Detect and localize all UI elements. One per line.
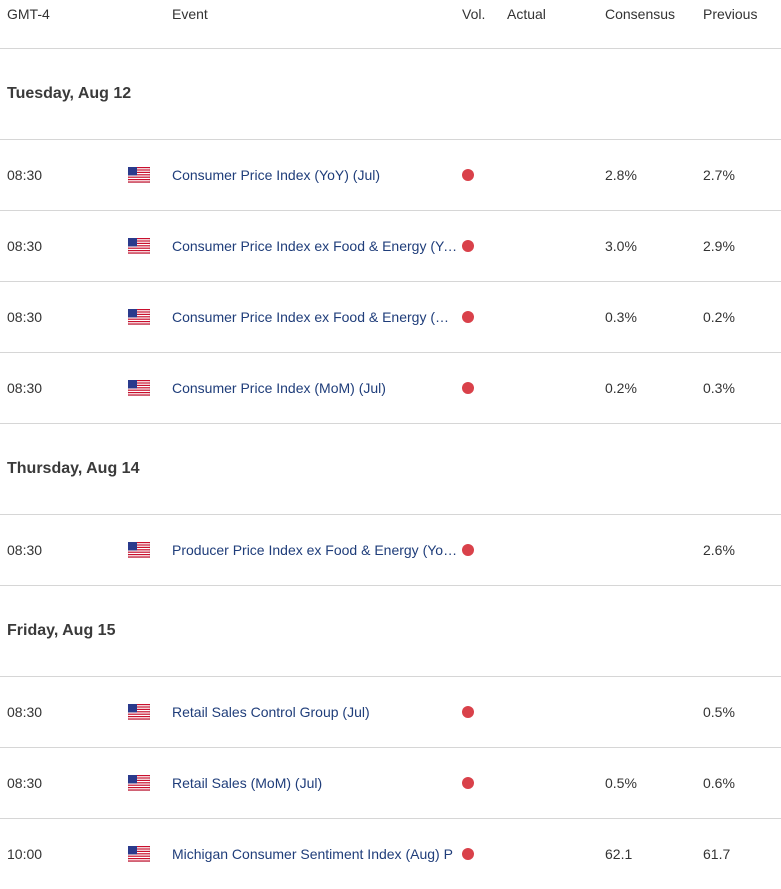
table-row[interactable]: 08:30 Consumer Price Index ex Food & Ene… — [0, 211, 781, 282]
event-time: 08:30 — [7, 238, 43, 254]
us-flag-icon — [127, 166, 151, 184]
consensus-value: 2.8% — [605, 167, 637, 183]
day-header: Thursday, Aug 14 — [0, 424, 781, 515]
previous-header: Previous — [703, 6, 758, 22]
day-header: Friday, Aug 15 — [0, 586, 781, 677]
us-flag-icon — [127, 845, 151, 863]
volatility-dot-icon — [462, 848, 474, 860]
timezone-header[interactable]: GMT-4 — [7, 6, 50, 22]
day-header: Tuesday, Aug 12 — [0, 49, 781, 140]
event-name[interactable]: Producer Price Index ex Food & Energy (Y… — [172, 542, 460, 558]
event-name[interactable]: Consumer Price Index (MoM) (Jul) — [172, 380, 386, 396]
us-flag-icon — [127, 541, 151, 559]
us-flag-icon — [127, 379, 151, 397]
us-flag-icon — [127, 703, 151, 721]
table-row[interactable]: 08:30 Consumer Price Index (YoY) (Jul) 2… — [0, 140, 781, 211]
table-row[interactable]: 08:30 Consumer Price Index (MoM) (Jul) 0… — [0, 353, 781, 424]
consensus-header: Consensus — [605, 6, 676, 22]
table-row[interactable]: 08:30 Retail Sales (MoM) (Jul) 0.5% 0.6% — [0, 748, 781, 819]
event-time: 08:30 — [7, 775, 43, 791]
day-label: Friday, Aug 15 — [7, 622, 116, 639]
event-time: 08:30 — [7, 704, 43, 720]
volatility-dot-icon — [462, 382, 474, 394]
previous-value: 61.7 — [703, 846, 731, 862]
volatility-dot-icon — [462, 777, 474, 789]
event-name[interactable]: Consumer Price Index ex Food & Energy (Y… — [172, 238, 460, 254]
event-name[interactable]: Consumer Price Index (YoY) (Jul) — [172, 167, 381, 183]
previous-value: 2.6% — [703, 542, 735, 558]
event-name[interactable]: Michigan Consumer Sentiment Index (Aug) … — [172, 846, 453, 862]
consensus-value: 0.5% — [605, 775, 637, 791]
event-name[interactable]: Retail Sales Control Group (Jul) — [172, 704, 370, 720]
us-flag-icon — [127, 774, 151, 792]
table-row[interactable]: 08:30 Producer Price Index ex Food & Ene… — [0, 515, 781, 586]
volatility-dot-icon — [462, 706, 474, 718]
event-time: 08:30 — [7, 167, 43, 183]
event-name[interactable]: Consumer Price Index ex Food & Energy (M… — [172, 309, 460, 325]
table-header: GMT-4 Event Vol. Actual Consensus Previo… — [0, 0, 781, 49]
consensus-value: 3.0% — [605, 238, 637, 254]
table-row[interactable]: 10:00 Michigan Consumer Sentiment Index … — [0, 819, 781, 889]
table-row[interactable]: 08:30 Retail Sales Control Group (Jul) 0… — [0, 677, 781, 748]
event-name[interactable]: Retail Sales (MoM) (Jul) — [172, 775, 323, 791]
previous-value: 2.7% — [703, 167, 735, 183]
volatility-header: Vol. — [462, 6, 486, 22]
day-label: Tuesday, Aug 12 — [7, 85, 132, 102]
event-time: 08:30 — [7, 309, 43, 325]
us-flag-icon — [127, 237, 151, 255]
event-time: 08:30 — [7, 542, 43, 558]
previous-value: 0.6% — [703, 775, 735, 791]
us-flag-icon — [127, 308, 151, 326]
day-label: Thursday, Aug 14 — [7, 460, 140, 477]
consensus-value: 0.3% — [605, 309, 637, 325]
previous-value: 0.3% — [703, 380, 735, 396]
event-time: 08:30 — [7, 380, 43, 396]
event-header: Event — [172, 6, 208, 22]
previous-value: 0.5% — [703, 704, 735, 720]
volatility-dot-icon — [462, 544, 474, 556]
event-time: 10:00 — [7, 846, 43, 862]
volatility-dot-icon — [462, 169, 474, 181]
previous-value: 2.9% — [703, 238, 735, 254]
consensus-value: 62.1 — [605, 846, 633, 862]
volatility-dot-icon — [462, 311, 474, 323]
table-row[interactable]: 08:30 Consumer Price Index ex Food & Ene… — [0, 282, 781, 353]
volatility-dot-icon — [462, 240, 474, 252]
previous-value: 0.2% — [703, 309, 735, 325]
consensus-value: 0.2% — [605, 380, 637, 396]
actual-header: Actual — [507, 6, 546, 22]
